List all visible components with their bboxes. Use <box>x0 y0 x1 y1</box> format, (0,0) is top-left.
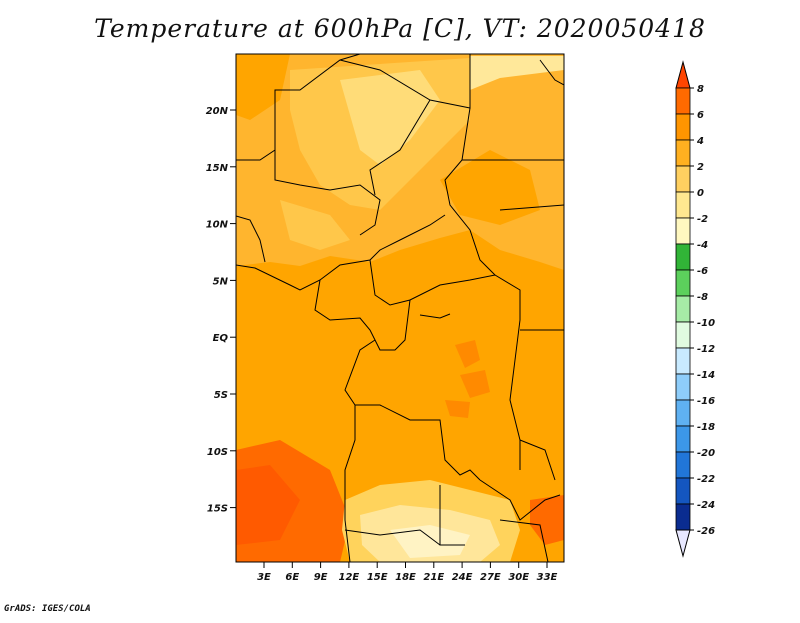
colorbar-label: -26 <box>697 526 715 537</box>
border-line-12 <box>344 405 356 562</box>
x-tick-label: 9E <box>314 572 328 583</box>
map-title: Temperature at 600hPa [C], VT: 202005041… <box>94 14 706 43</box>
border-line-21 <box>499 204 564 211</box>
colorbar-label: 6 <box>697 110 704 121</box>
field-speck-3 <box>445 400 470 418</box>
country-borders <box>236 54 564 562</box>
y-tick-label: 20N <box>206 106 229 117</box>
colorbar-label: -6 <box>697 266 708 277</box>
colorbar-segment <box>675 451 691 479</box>
colorbar-segment <box>675 87 691 115</box>
colorbar-top-arrow <box>675 60 691 89</box>
colorbar-label: -2 <box>697 214 708 225</box>
border-line-8 <box>369 259 521 320</box>
y-axis: 20N 15N 10N 5N EQ 5S 10S 15S <box>206 106 236 515</box>
field-sw-deep <box>236 465 300 545</box>
colorbar-segment <box>675 269 691 297</box>
x-tick-label: 3E <box>257 572 271 583</box>
border-line-19 <box>499 519 549 562</box>
field-pale-north <box>340 70 440 165</box>
colorbar-segment <box>675 425 691 453</box>
border-line-15 <box>479 479 561 521</box>
field-ne-orange <box>440 150 540 225</box>
footer-credit: GrADS: IGES/COLA <box>4 604 91 614</box>
x-tick-label: 12E <box>339 572 360 583</box>
x-tick-label: 27E <box>480 572 501 583</box>
x-tick-label: 30E <box>508 572 529 583</box>
colorbar-label: 8 <box>697 84 704 95</box>
border-line-10 <box>374 299 411 351</box>
colorbar-bottom-arrow <box>675 529 691 558</box>
colorbar-segment <box>675 321 691 349</box>
colorbar-label: -20 <box>697 448 715 459</box>
field-pale-ne <box>470 56 564 90</box>
y-tick-label: 10S <box>207 447 228 458</box>
colorbar-segment <box>675 217 691 245</box>
colorbar-label: -22 <box>697 474 715 485</box>
field-south-palest <box>390 525 470 558</box>
field-speck-2 <box>460 370 490 398</box>
y-tick-label: 5S <box>214 390 228 401</box>
colorbar-segment <box>675 165 691 193</box>
colorbar-segment <box>675 139 691 167</box>
y-tick-label: 15N <box>206 163 229 174</box>
border-line-22 <box>539 59 564 86</box>
y-tick-label: 10N <box>206 220 229 231</box>
colorbar-label: -14 <box>697 370 715 381</box>
colorbar-label: -4 <box>697 240 708 251</box>
x-tick-label: 21E <box>423 572 444 583</box>
colorbar-label: -24 <box>697 500 715 511</box>
border-line-14 <box>344 529 441 546</box>
border-line-18 <box>519 439 556 481</box>
y-tick-label: 5N <box>213 276 229 287</box>
border-line-7 <box>236 214 446 291</box>
colorbar-label: 2 <box>697 162 704 173</box>
colorbar-label: -12 <box>697 344 715 355</box>
field-nw-orange <box>236 54 290 120</box>
y-tick-label: 15S <box>207 504 228 515</box>
x-tick-label: 18E <box>395 572 416 583</box>
colorbar-segment <box>675 399 691 427</box>
colorbar-segment <box>675 347 691 375</box>
lake-line <box>419 313 451 319</box>
field-se-red <box>530 495 564 545</box>
colorbar-segment <box>675 373 691 401</box>
colorbar-segment <box>675 243 691 271</box>
colorbar-label: 0 <box>697 188 704 199</box>
colorbar-label: 4 <box>696 136 704 147</box>
field-light-west <box>280 200 350 250</box>
border-line-11 <box>355 404 481 481</box>
border-line-20 <box>236 215 266 263</box>
colorbar-label: -16 <box>697 396 715 407</box>
border-line-9 <box>314 279 376 406</box>
colorbar-segment <box>675 295 691 323</box>
border-line-3 <box>274 150 381 236</box>
map-frame <box>235 53 565 563</box>
x-axis: 3E 6E 9E 12E 15E 18E 21E 24E 27E 30E 33E <box>257 562 558 583</box>
x-tick-label: 6E <box>285 572 299 583</box>
y-tick-label: EQ <box>213 333 229 344</box>
border-line-4 <box>369 99 431 196</box>
temperature-field <box>236 54 564 562</box>
colorbar-segment <box>675 477 691 505</box>
colorbar-label: -18 <box>697 422 715 433</box>
border-line-16 <box>509 319 521 470</box>
x-tick-label: 24E <box>452 572 473 583</box>
colorbar-segment <box>675 503 691 531</box>
x-tick-label: 15E <box>367 572 388 583</box>
colorbar-segment <box>675 191 691 219</box>
colorbar-segment <box>675 113 691 141</box>
colorbar-label: -8 <box>697 292 708 303</box>
field-speck-1 <box>455 340 480 368</box>
colorbar: 8 6 4 2 0 -2 -4 -6 -8 -10 -12 -14 -16 -18 -20 -22 -24 -26 <box>675 60 715 558</box>
x-tick-label: 33E <box>537 572 558 583</box>
colorbar-label: -10 <box>697 318 715 329</box>
